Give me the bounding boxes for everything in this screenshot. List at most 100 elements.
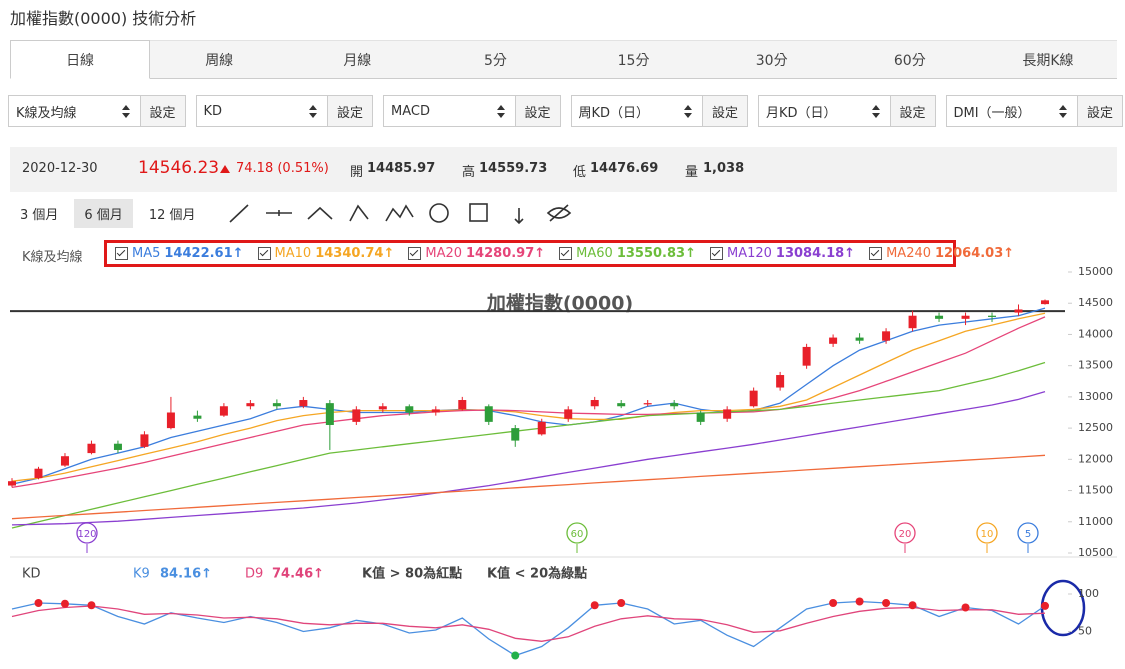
- settings-button[interactable]: 設定: [890, 95, 936, 127]
- candle-body: [643, 403, 652, 405]
- ma-marker: [976, 522, 998, 544]
- candle-body: [378, 406, 387, 410]
- checkbox[interactable]: [559, 247, 573, 260]
- candle-body: [564, 409, 573, 419]
- low-value: 14476.69: [590, 161, 659, 176]
- candle-body: [193, 415, 202, 419]
- candle-body: [882, 331, 891, 341]
- range-button[interactable]: 3 個月: [20, 208, 59, 223]
- tool-angle[interactable]: [307, 206, 333, 220]
- kd-line: [11, 600, 1046, 657]
- candle-body: [60, 456, 69, 466]
- ma-marker: [76, 522, 98, 544]
- y-tick-label: 12000: [1078, 452, 1113, 465]
- legend-item[interactable]: MA120 13084.18↑: [709, 246, 855, 261]
- tab[interactable]: 周線: [150, 40, 289, 78]
- drawing-tools: [229, 203, 572, 225]
- settings-button[interactable]: 設定: [515, 95, 561, 127]
- quote-price: 14546.23: [138, 158, 220, 178]
- select-box[interactable]: 周KD（日）: [570, 95, 703, 127]
- candle-body: [219, 406, 228, 416]
- y-tick-label: 11000: [1078, 515, 1113, 528]
- tab[interactable]: 月線: [288, 40, 427, 78]
- legend-item[interactable]: MA10 14340.74↑: [257, 246, 395, 261]
- selector-group: DMI（一般） 設定: [945, 95, 1123, 127]
- settings-button[interactable]: 設定: [140, 95, 186, 127]
- candle-body: [670, 403, 679, 407]
- candle-body: [617, 403, 626, 407]
- ma-marker: [1017, 522, 1039, 544]
- settings-button[interactable]: 設定: [1078, 95, 1123, 127]
- tool-line[interactable]: [229, 204, 249, 223]
- checkbox[interactable]: [115, 247, 128, 260]
- tab[interactable]: 5分: [426, 40, 565, 78]
- y-tick-label: 14500: [1078, 296, 1113, 309]
- candle-body: [723, 409, 732, 419]
- checkbox[interactable]: [257, 247, 271, 260]
- range-button[interactable]: 12 個月: [148, 208, 196, 223]
- candle-body: [246, 403, 255, 407]
- candle-body: [776, 375, 785, 388]
- tab[interactable]: 30分: [702, 40, 841, 78]
- quote-date: 2020-12-30: [22, 161, 98, 176]
- tool-abc[interactable]: [349, 204, 369, 222]
- y-tick-label: 11500: [1078, 484, 1113, 497]
- legend-item[interactable]: MA240 12064.03↑: [869, 246, 1014, 261]
- legend-name: MA5: [132, 246, 161, 261]
- kd-high-dot: [590, 601, 599, 610]
- kd-series-name: D9: [245, 567, 263, 582]
- range-button[interactable]: 6 個月: [74, 199, 133, 228]
- page-title: 加權指數(0000) 技術分析: [10, 9, 197, 28]
- candle-body: [299, 400, 308, 407]
- tab[interactable]: 日線: [10, 40, 151, 79]
- kd-high-dot: [882, 599, 891, 607]
- candle-body: [431, 409, 440, 413]
- ma-marker-label: 60: [571, 529, 584, 540]
- candle-body: [352, 409, 361, 422]
- kd-high-dot: [1041, 601, 1049, 610]
- kd-series-value: 84.16↑: [160, 567, 212, 582]
- tab[interactable]: 15分: [564, 40, 703, 78]
- candle-body: [908, 315, 917, 329]
- tab[interactable]: 60分: [840, 40, 979, 78]
- tool-wave[interactable]: [385, 204, 414, 222]
- select-box[interactable]: KD: [195, 95, 328, 127]
- tool-rect[interactable]: [469, 203, 488, 222]
- volume-value: 1,038: [703, 161, 745, 176]
- high-label: 高: [462, 165, 476, 180]
- ma-marker: [566, 522, 588, 544]
- select-box[interactable]: K線及均線: [8, 95, 141, 127]
- select-box[interactable]: 月KD（日）: [758, 95, 891, 127]
- legend-name: MA240: [886, 246, 932, 261]
- legend-item[interactable]: MA5 14422.61↑: [115, 246, 244, 261]
- tool-circle[interactable]: [429, 203, 449, 223]
- tab[interactable]: 長期K線: [978, 40, 1117, 78]
- indicator-selectors: K線及均線 設定 KD 設定 MACD 設定 周KD（日） 設定 月KD（日） 設定 DMI（一般）…: [8, 95, 1123, 128]
- checkbox[interactable]: [869, 247, 883, 260]
- settings-button[interactable]: 設定: [328, 95, 373, 127]
- tool-hide[interactable]: [546, 204, 572, 222]
- kd-line: [11, 605, 1046, 642]
- settings-button[interactable]: 設定: [703, 95, 748, 127]
- legend-item[interactable]: MA20 14280.97↑: [408, 246, 545, 261]
- legend-item[interactable]: MA60 13550.83↑: [559, 246, 696, 261]
- candle-body: [537, 421, 546, 435]
- kd-y-tick-label: 100: [1078, 587, 1099, 600]
- select-box[interactable]: DMI（一般）: [945, 95, 1078, 127]
- tool-text[interactable]: [514, 208, 524, 225]
- checkbox[interactable]: [408, 247, 422, 260]
- open-value: 14485.97: [367, 161, 436, 176]
- select-box[interactable]: MACD: [383, 95, 516, 127]
- kd-high-dot: [617, 599, 626, 607]
- kd-y-tick-label: 50: [1078, 625, 1092, 638]
- legend-value: 14340.74↑: [315, 246, 395, 261]
- tool-hline[interactable]: [266, 210, 292, 216]
- checkbox[interactable]: [709, 247, 723, 260]
- candle-body: [829, 337, 838, 344]
- y-tick-label: 14000: [1078, 327, 1113, 340]
- ma-line: [11, 307, 1046, 485]
- kd-low-dot: [511, 651, 520, 660]
- candle-body: [484, 406, 493, 422]
- ma-line: [11, 316, 1046, 489]
